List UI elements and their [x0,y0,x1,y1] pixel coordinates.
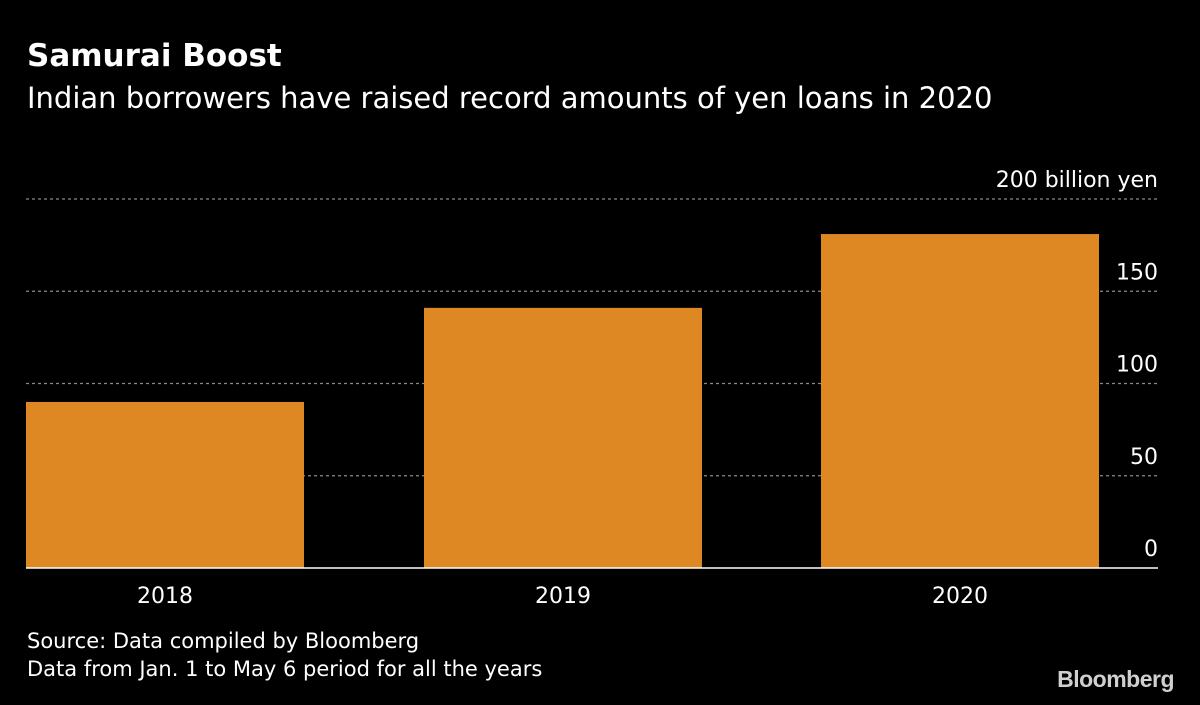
x-tick-labels: 2018 2019 2020 [137,584,988,609]
chart-title: Samurai Boost [27,38,282,74]
y-tick-label: 0 [1144,537,1158,562]
data-period-note: Data from Jan. 1 to May 6 period for all… [27,657,543,681]
y-tick-label: 200 billion yen [996,168,1158,193]
bar-2020 [821,234,1099,568]
x-tick-label: 2018 [137,584,193,609]
chart-subtitle: Indian borrowers have raised record amou… [27,81,993,115]
y-tick-label: 100 [1116,353,1158,378]
y-tick-label: 50 [1130,445,1158,470]
x-tick-label: 2020 [932,584,988,609]
bar-2018 [26,401,304,568]
y-tick-label: 150 [1116,260,1158,285]
x-tick-label: 2019 [535,584,591,609]
bar-2019 [424,307,702,568]
bloomberg-logo: Bloomberg [1057,666,1174,692]
y-tick-labels: 0 50 100 150 200 billion yen [996,168,1158,562]
source-note: Source: Data compiled by Bloomberg [27,629,420,653]
bars [26,234,1099,568]
